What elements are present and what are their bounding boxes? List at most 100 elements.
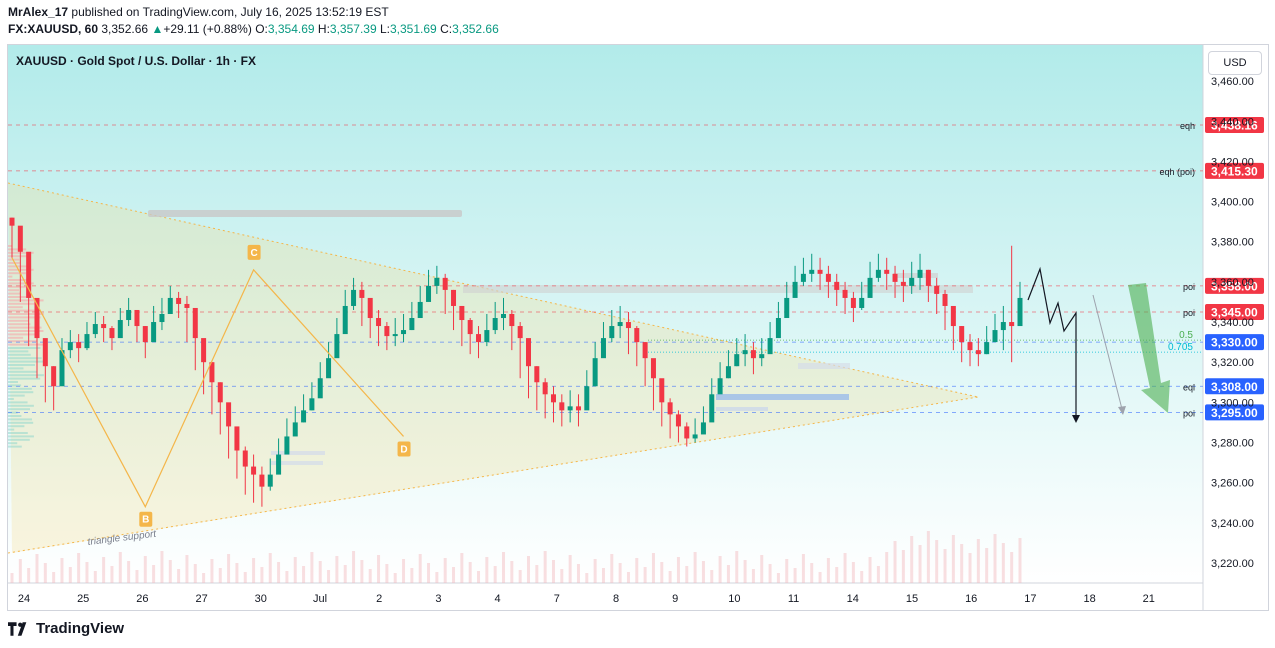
volume-bar [743,560,747,583]
candle-body [675,414,681,427]
candle-body [784,297,790,319]
chart-pane[interactable]: eqh 3,438.16 eqh (poi) 3,415.30 poi 3,358.00 p… [7,44,1269,611]
volume-bar [302,566,306,583]
volume-profile-bar [8,279,27,281]
candle-body [967,342,973,351]
y-tick-label: 3,440.00 [1211,116,1254,128]
volume-bar [785,559,789,583]
volume-bar [260,567,264,583]
volume-bar [551,560,555,583]
candle-body [775,318,781,339]
volume-bar [676,557,680,583]
author-name[interactable]: MrAlex_17 [8,5,69,19]
candle-body [351,289,357,306]
currency-button[interactable]: USD [1208,51,1262,75]
price-level-label: eqh [1180,121,1195,131]
low-value: 3,351.69 [390,22,437,36]
volume-bar [560,569,564,583]
volume-profile-bar [8,275,13,278]
volume-bar [268,553,272,583]
triangle-support-line [8,396,979,554]
x-tick-label: 18 [1083,593,1095,605]
candle-body [984,342,990,355]
candle-body [167,297,173,314]
volume-bar [801,554,805,583]
volume-profile-bar [8,289,20,292]
candle-body [217,382,223,403]
volume-bar [818,572,822,583]
candle-body [759,354,765,359]
candle-body [592,358,598,387]
volume-bar [876,566,880,583]
candle-body [501,314,507,319]
volume-bar [576,564,580,583]
candle-body [367,297,373,319]
volume-profile-bar [8,381,18,383]
candle-body [550,394,556,403]
y-tick-label: 3,220.00 [1211,558,1254,570]
volume-bar [1001,543,1005,583]
volume-bar [152,565,156,583]
volume-profile-bar [8,438,30,441]
volume-profile-bar [8,309,37,312]
volume-profile-bar [8,391,34,394]
candle-body [192,307,198,339]
price-level-tag-text: 3,345.00 [1211,305,1258,319]
volume-bar [435,572,439,583]
volume-bar [768,564,772,583]
x-tick-label: 10 [728,593,740,605]
volume-bar [177,569,181,583]
candle-body [617,322,623,327]
volume-profile-bar [8,265,32,268]
candle-body [376,318,382,327]
candle-body [301,410,307,423]
volume-profile-bar [8,258,20,261]
volume-bar [760,555,764,583]
volume-bar [385,564,389,583]
candle-body [867,277,873,298]
volume-bar [210,559,214,583]
x-tick-label: 16 [965,593,977,605]
volume-bar [402,559,406,583]
volume-bar [485,557,489,583]
zone-small-top [893,273,938,278]
price-level-tag [1205,404,1264,421]
volume-bar [27,568,31,583]
pattern-point-label: D [400,444,407,455]
volume-bar [18,559,22,583]
volume-profile-bar [8,367,24,370]
price-level-label: poi [1183,282,1195,292]
candle-body [359,289,365,298]
volume-bar [227,554,231,583]
y-tick-label: 3,300.00 [1211,397,1254,409]
volume-profile-bar [8,360,44,363]
candle-body [459,305,465,321]
volume-bar [143,556,147,583]
y-tick-label: 3,360.00 [1211,277,1254,289]
candle-body [884,269,890,274]
volume-bar [185,555,189,583]
published-text: published on TradingView.com, July 16, 2… [71,5,389,19]
candle-body [534,366,540,383]
candle-body [517,326,523,339]
price-level-tag [1205,378,1264,395]
secondary-projection [1092,294,1124,414]
volume-profile-bar [8,245,12,247]
candle-body [342,305,348,335]
volume-bar [918,545,922,583]
candle-body [942,293,948,306]
volume-bar [926,531,930,583]
volume-profile-bar [8,272,26,275]
volume-profile-bar [8,394,25,397]
volume-profile-bar [8,364,36,366]
volume-bar [668,571,672,583]
price-chart[interactable]: eqh 3,438.16 eqh (poi) 3,415.30 poi 3,358.00 p… [8,45,1269,611]
candle-body [292,422,298,437]
volume-bar [235,563,239,583]
candle-body [142,326,148,343]
candle-body [859,297,865,308]
candle-body [1017,297,1023,327]
volume-bar [851,562,855,583]
volume-profile-bar [8,387,32,390]
candle-body [34,297,40,339]
